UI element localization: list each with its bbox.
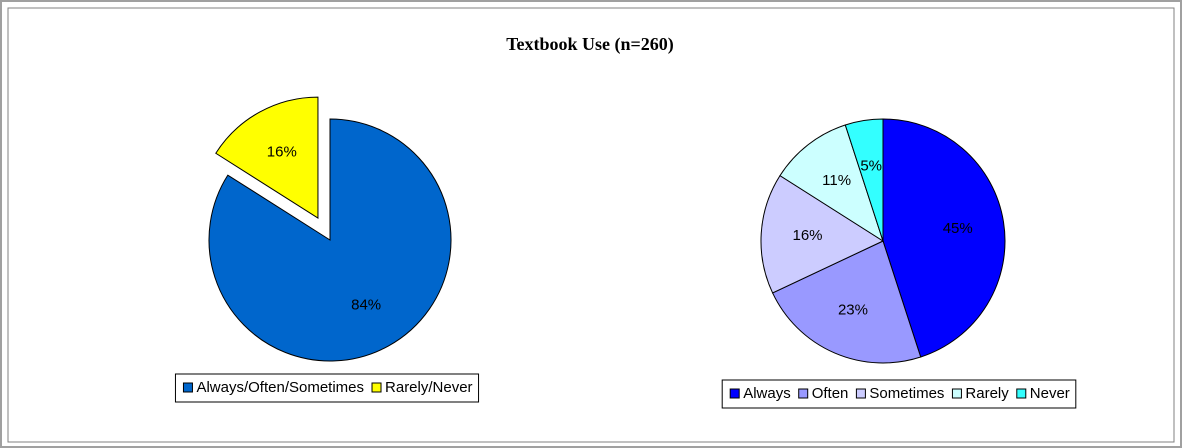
chart-title: Textbook Use (n=260): [506, 34, 674, 55]
pie-slice: [215, 96, 319, 220]
slice-label: 16%: [267, 143, 297, 160]
pie-slice: [844, 118, 884, 242]
legend-label: Rarely: [965, 385, 1009, 402]
slice-label: 16%: [792, 227, 822, 244]
legend: [174, 373, 480, 403]
pie-slice: [771, 240, 922, 364]
legend-label: Sometimes: [869, 385, 944, 402]
legend-label: Never: [1030, 385, 1070, 402]
legend-label: Often: [812, 385, 849, 402]
slice-label: 5%: [860, 157, 882, 174]
legend-swatch: [182, 382, 193, 393]
pie-slice: [208, 118, 452, 362]
slice-label: 23%: [838, 301, 868, 318]
pie-slice: [779, 124, 884, 243]
legend-swatch: [729, 388, 740, 399]
slice-label: 84%: [351, 297, 381, 314]
slice-label: 11%: [822, 172, 851, 189]
legend-label: Rarely/Never: [385, 379, 473, 396]
legend-swatch: [371, 382, 382, 393]
legend-swatch: [855, 388, 866, 399]
pie-slice: [882, 118, 1006, 358]
legend-swatch: [951, 388, 962, 399]
pie-slice: [760, 174, 885, 294]
legend-swatch: [798, 388, 809, 399]
legend-label: Always: [743, 385, 791, 402]
legend-swatch: [1016, 388, 1027, 399]
legend-label: Always/Often/Sometimes: [196, 379, 364, 396]
slice-label: 45%: [943, 220, 973, 237]
